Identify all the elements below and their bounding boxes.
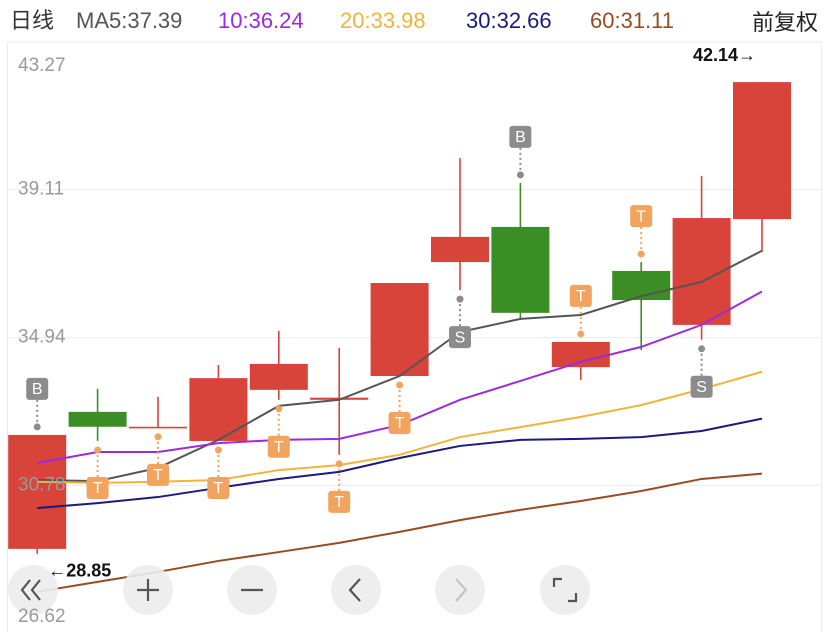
icon	[552, 577, 578, 603]
signal-marker: T	[569, 284, 592, 338]
high-annotation: 42.14→	[693, 45, 756, 65]
fullscreen-button[interactable]	[540, 565, 590, 615]
signal-badge	[207, 476, 230, 499]
next-button[interactable]	[435, 565, 485, 615]
signal-label: S	[696, 379, 707, 396]
legend-entry: 60:31.11	[590, 8, 674, 33]
icon	[137, 579, 159, 601]
legend-entry: 20:33.98	[340, 8, 426, 33]
candle-body	[431, 236, 489, 263]
signal-marker: S	[690, 345, 713, 398]
signal-badge	[690, 375, 713, 398]
signal-label: T	[153, 467, 163, 484]
y-tick-label: 30.78	[18, 474, 66, 495]
signal-label: T	[93, 480, 103, 497]
candle-body	[551, 341, 610, 368]
signal-badge	[449, 326, 471, 349]
signal-badge	[509, 125, 532, 148]
y-tick-label: 34.94	[18, 327, 66, 348]
collapse-button[interactable]	[8, 565, 58, 615]
signal-label: T	[334, 494, 344, 511]
candle-body	[491, 226, 550, 313]
signal-marker: T	[147, 433, 169, 486]
y-tick-label: 39.11	[18, 179, 64, 200]
button-bg[interactable]	[435, 565, 485, 615]
legend-entry: 10:36.24	[218, 8, 304, 33]
y-tick-label: 43.27	[18, 55, 66, 76]
zoom-in-button[interactable]	[123, 565, 173, 615]
signal-marker: T	[86, 446, 109, 499]
signal-dot	[637, 250, 645, 258]
icon	[20, 579, 41, 601]
signal-badge	[86, 476, 109, 499]
signal-badge	[569, 284, 592, 307]
signal-marker: S	[449, 295, 471, 349]
button-bg[interactable]	[540, 565, 590, 615]
signal-badge	[26, 377, 49, 400]
candle-body	[370, 283, 429, 377]
candle-body	[249, 363, 308, 390]
zoom-out-button[interactable]	[227, 565, 277, 615]
plot-area: B T T T T T T S B T T S	[8, 41, 821, 593]
button-bg[interactable]	[331, 565, 381, 615]
signal-badge	[328, 490, 351, 513]
candle-body	[733, 82, 791, 220]
signal-label: B	[515, 129, 526, 146]
icon	[348, 578, 361, 602]
legend-entry: 30:32.66	[466, 8, 552, 33]
signal-label: T	[214, 480, 224, 497]
legend: MA5:37.39 10:36.24 20:33.98 30:32.66 60:31.1…	[76, 8, 674, 33]
signal-badge	[147, 463, 169, 486]
signal-marker: T	[207, 446, 230, 499]
legend-entry: MA5:37.39	[76, 8, 182, 33]
signal-marker: B	[509, 125, 532, 179]
y-tick-label: 26.62	[18, 606, 66, 627]
controls	[8, 565, 590, 615]
prev-button[interactable]	[331, 565, 381, 615]
signal-badge	[630, 205, 653, 228]
signal-label: T	[576, 288, 586, 305]
icon	[455, 578, 468, 602]
low-annotation: ←28.85	[48, 561, 111, 581]
signal-marker: T	[267, 405, 290, 458]
signal-label: B	[32, 381, 43, 398]
signal-marker: T	[388, 381, 411, 435]
signal-marker: B	[26, 377, 49, 431]
signal-badge	[267, 435, 290, 458]
signal-label: T	[274, 439, 284, 456]
period-label: 日线	[10, 8, 54, 33]
signal-label: T	[636, 208, 646, 225]
candle-body	[68, 411, 127, 427]
candle-body	[129, 426, 187, 429]
candle-body	[189, 378, 248, 441]
ma-line	[37, 417, 763, 510]
signal-badge	[388, 412, 411, 435]
adjust-label[interactable]: 前复权	[752, 10, 818, 35]
signal-label: S	[455, 329, 466, 346]
signal-marker: T	[328, 460, 351, 513]
candle-body	[8, 434, 67, 549]
signal-label: T	[395, 415, 405, 432]
signal-marker: T	[630, 205, 653, 258]
